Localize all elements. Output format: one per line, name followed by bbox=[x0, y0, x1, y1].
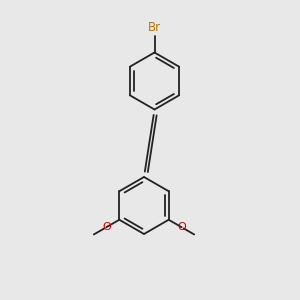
Text: O: O bbox=[102, 222, 111, 232]
Text: O: O bbox=[177, 222, 186, 232]
Text: Br: Br bbox=[148, 21, 161, 34]
